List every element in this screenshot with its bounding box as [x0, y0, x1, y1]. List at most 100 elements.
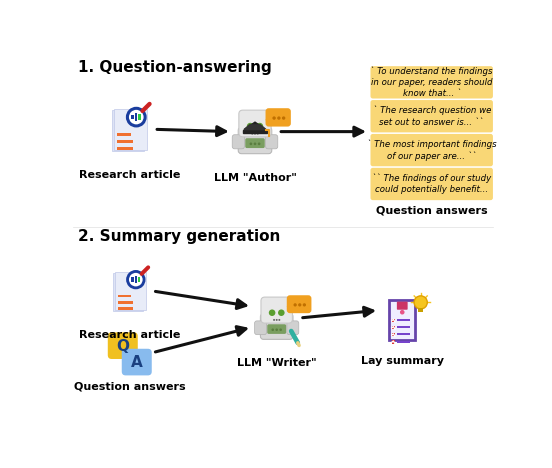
Text: Research article: Research article: [79, 329, 180, 339]
Circle shape: [251, 132, 253, 135]
Text: Question answers: Question answers: [376, 205, 487, 216]
FancyBboxPatch shape: [113, 273, 144, 311]
Circle shape: [256, 123, 263, 130]
Text: Lay summary: Lay summary: [361, 357, 444, 366]
FancyBboxPatch shape: [266, 108, 291, 126]
Text: ` To understand the findings
in our paper, readers should
know that... `: ` To understand the findings in our pape…: [370, 66, 493, 98]
Polygon shape: [243, 130, 267, 133]
FancyBboxPatch shape: [254, 321, 267, 335]
FancyBboxPatch shape: [114, 109, 147, 150]
Bar: [392, 319, 395, 322]
Bar: [397, 326, 410, 328]
Text: A: A: [131, 355, 143, 370]
Text: Question answers: Question answers: [73, 381, 185, 391]
Circle shape: [258, 142, 261, 145]
Bar: [117, 147, 134, 150]
Bar: [135, 113, 137, 121]
Bar: [392, 340, 395, 344]
Circle shape: [273, 319, 275, 321]
Bar: [397, 319, 410, 321]
Circle shape: [400, 310, 405, 314]
Circle shape: [128, 271, 144, 288]
Text: LLM "Writer": LLM "Writer": [237, 358, 316, 368]
Circle shape: [414, 296, 427, 309]
Bar: [117, 140, 120, 143]
Text: ` The research question we
set out to answer is... ``: ` The research question we set out to an…: [373, 106, 491, 126]
Bar: [117, 133, 120, 136]
FancyBboxPatch shape: [245, 138, 265, 148]
Bar: [118, 301, 120, 304]
FancyBboxPatch shape: [115, 272, 146, 310]
Bar: [117, 133, 131, 136]
Circle shape: [250, 142, 252, 145]
Circle shape: [298, 303, 301, 307]
Bar: [117, 147, 120, 150]
Bar: [392, 333, 395, 336]
Polygon shape: [244, 122, 266, 130]
FancyBboxPatch shape: [122, 349, 152, 375]
Bar: [118, 295, 131, 297]
Text: Research article: Research article: [79, 170, 180, 180]
FancyBboxPatch shape: [261, 297, 293, 323]
Circle shape: [275, 319, 278, 321]
FancyBboxPatch shape: [370, 66, 493, 98]
FancyBboxPatch shape: [397, 302, 407, 310]
Bar: [118, 307, 133, 310]
Bar: [397, 334, 410, 336]
FancyBboxPatch shape: [370, 134, 493, 166]
Bar: [418, 308, 423, 312]
Polygon shape: [244, 125, 266, 130]
Circle shape: [253, 123, 257, 126]
Bar: [139, 114, 141, 120]
FancyBboxPatch shape: [267, 324, 286, 334]
Polygon shape: [132, 365, 140, 372]
FancyBboxPatch shape: [232, 135, 245, 149]
FancyBboxPatch shape: [266, 135, 278, 149]
Circle shape: [277, 117, 280, 120]
Bar: [135, 276, 137, 283]
Polygon shape: [287, 306, 294, 310]
Circle shape: [272, 329, 274, 331]
Circle shape: [257, 132, 259, 135]
Polygon shape: [266, 119, 273, 124]
Circle shape: [282, 117, 285, 120]
Bar: [118, 295, 120, 297]
FancyBboxPatch shape: [287, 295, 311, 313]
Circle shape: [302, 303, 306, 307]
FancyBboxPatch shape: [238, 127, 272, 154]
Circle shape: [247, 123, 253, 130]
Bar: [397, 341, 410, 343]
FancyBboxPatch shape: [239, 110, 271, 137]
Bar: [131, 115, 134, 119]
Circle shape: [275, 329, 278, 331]
Circle shape: [128, 108, 145, 126]
Circle shape: [253, 142, 256, 145]
Bar: [117, 140, 134, 143]
Text: LLM "Author": LLM "Author": [214, 173, 296, 183]
Circle shape: [254, 132, 256, 135]
Circle shape: [294, 303, 297, 307]
Bar: [118, 301, 133, 304]
FancyBboxPatch shape: [112, 110, 145, 151]
Text: Q: Q: [116, 339, 130, 354]
Text: `` The findings of our study
could potentially benefit...: `` The findings of our study could poten…: [372, 174, 491, 194]
Text: 1. Question-answering: 1. Question-answering: [78, 60, 272, 75]
FancyBboxPatch shape: [108, 332, 138, 359]
Bar: [392, 326, 395, 329]
Text: 2. Summary generation: 2. Summary generation: [78, 229, 280, 244]
Bar: [118, 307, 120, 310]
Circle shape: [279, 329, 282, 331]
FancyBboxPatch shape: [287, 321, 299, 335]
FancyBboxPatch shape: [261, 314, 293, 339]
FancyBboxPatch shape: [370, 100, 493, 132]
Bar: [131, 278, 134, 282]
Polygon shape: [116, 350, 127, 355]
Circle shape: [278, 319, 280, 321]
Circle shape: [275, 310, 278, 313]
Text: ` The most important findings
of our paper are... ``: ` The most important findings of our pap…: [367, 139, 496, 161]
Bar: [389, 300, 416, 340]
Circle shape: [272, 117, 276, 120]
Bar: [137, 277, 140, 282]
Circle shape: [269, 309, 275, 316]
FancyBboxPatch shape: [370, 168, 493, 200]
